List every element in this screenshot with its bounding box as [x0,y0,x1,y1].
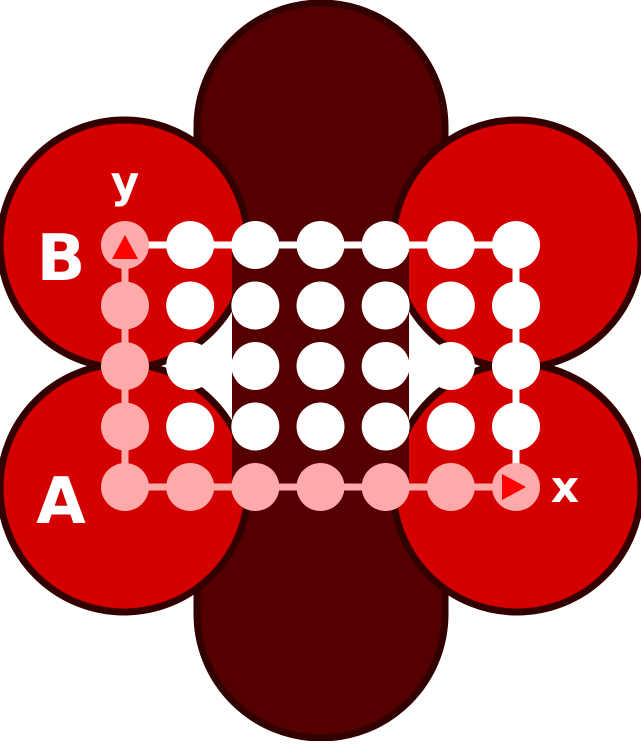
axis-dot [231,463,280,511]
grid-dot [166,402,215,451]
grid-dot [492,281,540,330]
grid-dots [101,221,540,511]
label-a: A [36,465,86,539]
axis-dot [101,463,149,511]
x-axis-arrow-icon [502,474,526,500]
y-axis-arrow-icon [112,235,138,259]
grid-dot [426,402,475,451]
grid-dot [166,342,215,390]
axis-dot [166,463,215,511]
grid-dot [296,221,345,269]
grid-dot [296,342,345,390]
axis-dot [426,463,475,511]
grid-dot [296,402,345,451]
label-x: x [551,462,579,513]
axis-dot [101,342,149,390]
label-y: y [111,157,140,208]
axis-dot [296,463,345,511]
label-b: B [37,222,86,296]
axis-dot [101,281,149,330]
grid-dot [231,402,280,451]
grid-dot [361,402,410,451]
grid-dot [361,342,410,390]
grid-dot [492,221,540,269]
grid-dot [166,221,215,269]
grid-dot [361,281,410,330]
axis-dot [101,402,149,451]
grid-dot [231,221,280,269]
grid-dot [166,281,215,330]
grid-dot [492,342,540,390]
grid-dot [426,221,475,269]
grid-dot [296,281,345,330]
axis-dot [361,463,410,511]
grid-dot [492,402,540,451]
grid-dot [426,342,475,390]
grid-dot [361,221,410,269]
grid-dot [231,342,280,390]
grid-dot [426,281,475,330]
grid-dot [231,281,280,330]
